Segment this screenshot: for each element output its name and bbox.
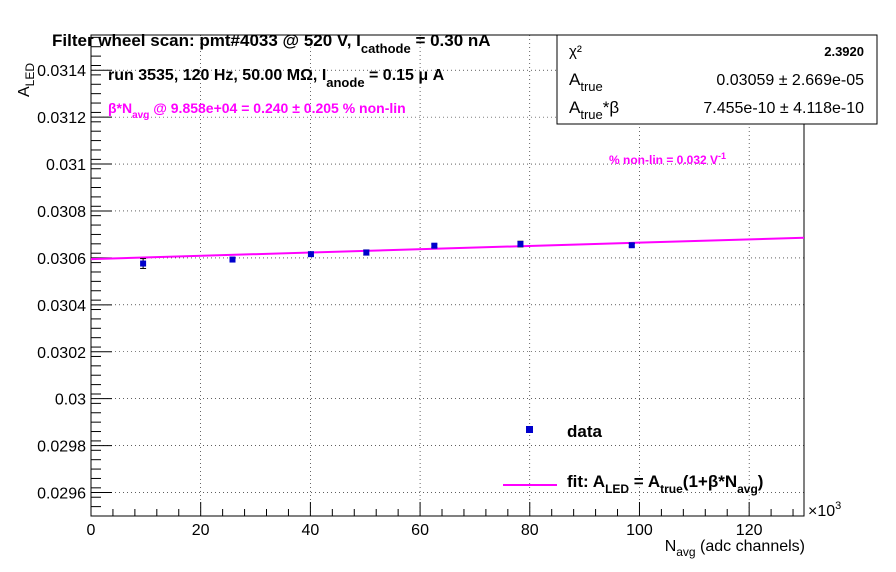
data-marker [363,249,370,256]
data-point [431,242,438,249]
plot-frame [90,34,805,517]
x-tick-label: 20 [192,522,210,539]
fit-line [90,236,805,261]
y-tick-label: 0.0296 [37,486,86,503]
legend: data fit: ALED = Atrue(1+β*Navg) [503,422,763,496]
x-axis-tick-labels: 0 20 40 60 80 100 120 [87,522,763,539]
y-tick-label: 0.03 [55,392,86,409]
y-axis-tick-labels: 0.0296 0.0298 0.03 0.0302 0.0304 0.0306 0.0308… [37,63,86,502]
x-tick-label: 60 [411,522,429,539]
x-axis-multiplier: ×103 [808,500,841,520]
y-tick-label: 0.0306 [37,251,86,268]
y-tick-label: 0.0304 [37,298,86,315]
data-point [307,251,314,258]
data-marker [517,241,524,248]
slope-annotation: % non-lin = 0.032 V-1 [609,151,726,167]
stats-chi2-value: 2.3920 [824,44,864,59]
y-tick-label: 0.0302 [37,345,86,362]
grid [90,35,804,516]
x-tick-label: 0 [87,522,96,539]
data-series [140,240,635,269]
legend-data-label: data [567,422,603,441]
y-axis-label: ALED [16,63,37,97]
data-point [140,258,147,269]
run-info: run 3535, 120 Hz, 50.00 MΩ, Ianode = 0.1… [108,67,445,90]
data-marker [628,242,635,249]
x-tick-label: 120 [736,522,763,539]
stats-atrue-value: 0.03059 ± 2.669e-05 [716,72,864,89]
x-axis-label: Navg (adc channels) [665,538,805,559]
x-tick-label: 80 [521,522,539,539]
data-marker [140,260,147,267]
y-axis-ticks [91,36,112,517]
y-tick-label: 0.031 [46,157,86,174]
chart-title: Filter wheel scan: pmt#4033 @ 520 V, Ica… [52,31,491,56]
y-tick-label: 0.0312 [37,110,86,127]
stats-box: χ² 2.3920 Atrue 0.03059 ± 2.669e-05 Atru… [556,34,878,125]
data-point [517,240,524,248]
x-tick-label: 100 [626,522,653,539]
y-tick-label: 0.0308 [37,204,86,221]
data-point [363,249,370,256]
stats-box-frame [556,34,878,125]
fit-series [90,236,805,261]
stats-atrue-label: Atrue [569,70,603,94]
data-point [628,242,635,249]
y-tick-label: 0.0298 [37,439,86,456]
data-point [229,256,236,263]
stats-atrue-beta-label: Atrue*β [569,98,619,122]
stats-atrue-beta-value: 7.455e-10 ± 4.118e-10 [703,100,864,117]
data-marker [229,256,236,263]
nonlin-annotation: β*Navg @ 9.858e+04 = 0.240 ± 0.205 % non… [108,100,406,121]
legend-fit-label: fit: ALED = Atrue(1+β*Navg) [567,472,763,496]
data-marker [307,251,314,258]
x-tick-label: 40 [301,522,319,539]
x-axis-ticks [90,502,794,516]
legend-data-marker [526,426,533,433]
stats-chi2-label: χ² [569,43,582,60]
data-marker [431,242,438,249]
y-tick-label: 0.0314 [37,63,86,80]
